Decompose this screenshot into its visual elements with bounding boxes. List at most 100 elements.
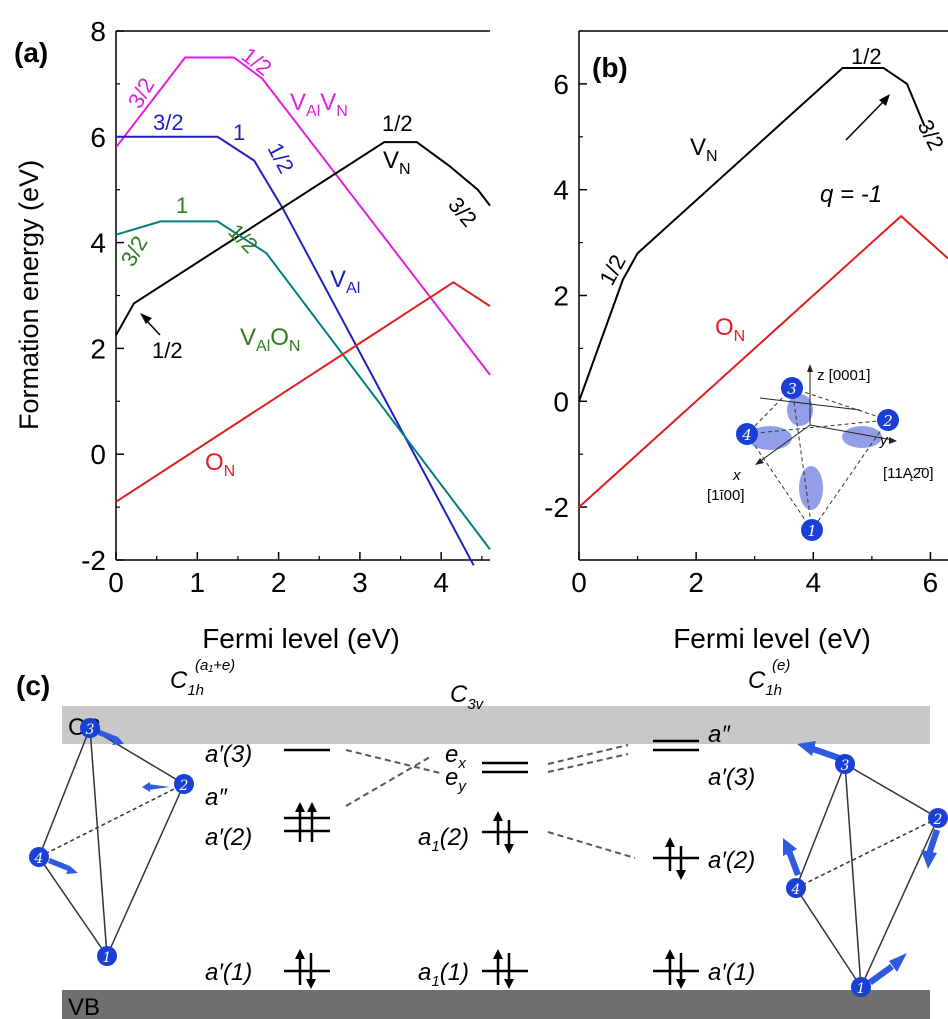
series-line-on — [115, 281, 491, 503]
panel-a-xlabel: Fermi level (eV) — [202, 623, 400, 654]
x-tick-label: 3 — [352, 567, 368, 598]
series-line-valon — [115, 220, 491, 551]
y-tick-label: 2 — [90, 333, 106, 364]
panel-c-left-labels: a′(3) a″ a′(2) a′(1) — [205, 741, 252, 986]
vn-name: VN — [383, 147, 411, 178]
mid-a11-label: a1(1) — [418, 959, 469, 990]
inset-atom-4-label: 4 — [741, 426, 752, 444]
y-tick-label: 6 — [90, 122, 106, 153]
vaon-label-1: 1 — [176, 193, 188, 218]
inset-z-label: z [0001] — [817, 367, 870, 384]
left-displacement-arrows — [48, 730, 170, 874]
b-vn-label-1-2: 1/2 — [594, 251, 630, 290]
inset-axis-labels: z [0001] y [11Ą2̄0] x [1ī00] — [707, 367, 934, 504]
panel-c: (c) CB VB C1h (a₁+e) C3v C1h (e) — [16, 657, 948, 1019]
series-line-valvn — [115, 56, 491, 376]
series-line-vn — [578, 67, 926, 402]
val-name: VAl — [330, 266, 360, 297]
q-label: q = -1 — [820, 181, 882, 208]
right-atom-1: 1 — [857, 981, 866, 997]
right-displacement-arrows — [783, 741, 940, 985]
on-name-a: ON — [205, 449, 235, 480]
y-tick-label: 0 — [553, 386, 569, 417]
vavn-label-1-2: 1/2 — [237, 42, 276, 81]
x-tick-label: 0 — [108, 567, 124, 598]
series-line-val — [116, 135, 475, 566]
spin-down-head — [504, 979, 514, 989]
panel-c-electrons — [295, 802, 686, 989]
panel-b-series — [578, 67, 948, 508]
inset-x-dir: [1ī00] — [707, 487, 745, 504]
vavn-name: VAlVN — [290, 89, 348, 120]
val-label-3-2b: 3/2 — [153, 110, 184, 135]
spin-down-head — [306, 979, 316, 989]
vaon-name: VAlON — [240, 324, 300, 355]
vn-label-3-2: 3/2 — [443, 192, 482, 232]
panel-c-right-labels: a″ a′(3) a′(2) a′(1) — [708, 721, 755, 986]
b-vn-label-1-2-top: 1/2 — [851, 44, 882, 69]
vn-label-1-2-top: 1/2 — [382, 111, 413, 136]
b-vn-name: VN — [690, 134, 718, 165]
panel-a-label: (a) — [14, 37, 48, 68]
vb-band — [62, 990, 930, 1019]
panel-c-headers: C1h (a₁+e) C3v C1h (e) — [170, 657, 790, 713]
panel-b-inset: 1 2 3 4 z [0001] y [11Ą2̄0] x [1ī00] — [707, 364, 934, 541]
spin-down-head — [504, 844, 514, 854]
inset-x-label: x — [732, 467, 741, 484]
right-tetrahedron: 3 2 4 1 — [783, 741, 948, 997]
x-tick-label: 0 — [571, 567, 587, 598]
spin-up-head — [307, 802, 317, 812]
x-tick-label: 6 — [923, 567, 939, 598]
header-left-sup: (a₁+e) — [195, 657, 235, 674]
right-a3-label: a′(3) — [708, 764, 755, 791]
inset-atom-1-label: 1 — [807, 522, 817, 540]
val-label-1: 1 — [233, 120, 245, 145]
panel-b-series-names: VN ON — [690, 134, 745, 345]
spin-up-head — [665, 949, 675, 959]
y-tick-label: -2 — [81, 545, 106, 576]
right-atom-4: 4 — [791, 882, 801, 898]
left-atom-4: 4 — [34, 851, 44, 867]
header-left: C1h — [170, 667, 204, 699]
panel-b-label: (b) — [592, 52, 628, 83]
inset-y-label: y — [879, 432, 889, 449]
inset-atom-2-label: 2 — [882, 412, 893, 430]
panel-b-charge-labels: 1/2 1/2 3/2 — [594, 44, 948, 289]
panel-c-correlation — [345, 744, 636, 859]
panel-b-xlabel: Fermi level (eV) — [673, 623, 871, 654]
x-tick-label: 4 — [433, 567, 449, 598]
header-right: C1h — [748, 667, 782, 699]
inset-atom-1 — [801, 519, 823, 541]
header-right-sup: (e) — [772, 657, 790, 674]
right-atom-3: 3 — [841, 758, 850, 774]
series-line-on — [578, 214, 948, 508]
x-tick-label: 1 — [190, 567, 206, 598]
panel-a: (a) Formation energy (eV) Fermi level (e… — [14, 16, 491, 654]
mid-ex-label: ex — [445, 741, 466, 772]
inset-atom-3 — [781, 377, 803, 399]
spin-down-head — [676, 979, 686, 989]
y-tick-label: 4 — [90, 228, 106, 259]
series-line-vn — [115, 141, 491, 336]
left-atom-3: 3 — [86, 722, 95, 738]
spin-up-head — [295, 949, 305, 959]
left-tetrahedron: 3 2 4 1 — [29, 718, 194, 966]
header-mid: C3v — [450, 681, 485, 713]
y-tick-label: 0 — [90, 439, 106, 470]
panel-c-mid-labels: ex ey a1(2) a1(1) — [418, 741, 469, 990]
val-label-1-2: 1/2 — [263, 139, 299, 178]
vaon-label-3-2: 3/2 — [116, 232, 153, 271]
spin-down-head — [676, 870, 686, 880]
left-a2pp-label: a″ — [205, 784, 228, 811]
vb-label: VB — [68, 994, 100, 1019]
mid-a12-label: a1(2) — [418, 824, 469, 855]
left-a1-label: a′(1) — [205, 959, 252, 986]
panel-b-axes: -2 0 2 4 6 0 2 4 6 — [544, 30, 948, 598]
panel-a-series-names: VAlVN VN VAl VAlON ON — [205, 89, 411, 480]
left-atom-2: 2 — [179, 778, 189, 794]
vavn-label-3-2: 3/2 — [123, 74, 160, 113]
mid-ey-label: ey — [445, 764, 467, 795]
